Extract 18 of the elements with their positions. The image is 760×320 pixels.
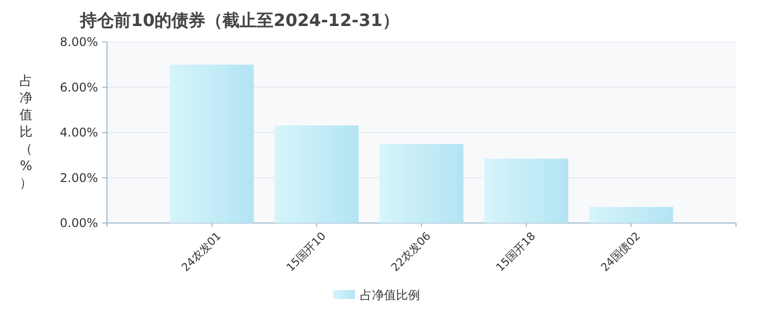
bar — [170, 64, 254, 223]
y-tick-label: 8.00% — [60, 35, 98, 49]
x-tick-label: 22农发06 — [388, 230, 434, 274]
bar — [484, 158, 568, 223]
x-tick-label: 15国开18 — [494, 230, 538, 274]
bar — [274, 125, 359, 223]
legend-label: 占净值比例 — [360, 288, 420, 302]
x-tick-label: 15国开10 — [284, 230, 328, 274]
y-tick-label: 0.00% — [60, 216, 98, 230]
chart-title: 持仓前10的债券（截止至2024-12-31） — [79, 11, 400, 31]
y-tick-label: 4.00% — [60, 126, 98, 140]
x-tick-label: 24国债02 — [598, 230, 643, 274]
bar — [380, 144, 464, 223]
y-tick-label: 2.00% — [60, 170, 98, 185]
y-tick-label: 6.00% — [60, 80, 98, 94]
bar — [589, 206, 674, 223]
y-axis-title: 占净值比（%） — [20, 74, 32, 191]
x-tick-label: 24农发01 — [179, 230, 224, 274]
